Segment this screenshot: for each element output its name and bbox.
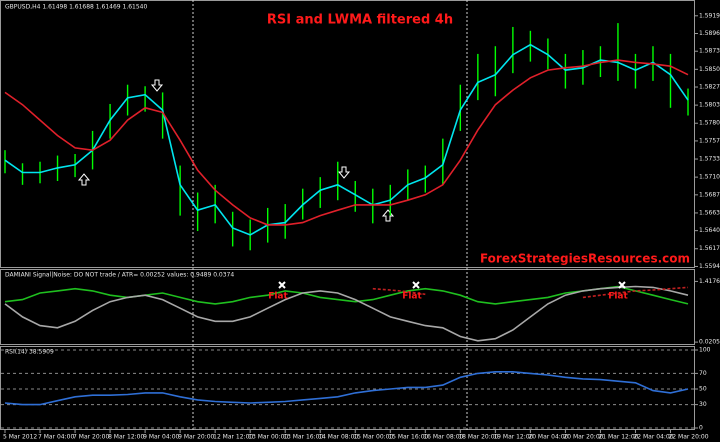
buy-arrow: [77, 173, 91, 186]
y-tick-label: 1.58965: [699, 30, 720, 37]
signal-arrows: [77, 79, 395, 222]
y-tick-label: 1.57335: [699, 156, 720, 163]
watermark: ForexStrategiesResources.com: [480, 252, 690, 266]
x-tick-label: 15 Mar 16:00: [388, 434, 428, 441]
symbol-header: GBPUSD,H4 1.61498 1.61688 1.61469 1.6154…: [5, 4, 147, 11]
y-tick-label: 1.57570: [699, 137, 720, 144]
x-tick-label: 20 Mar 04:00: [528, 434, 568, 441]
x-tick-label: 22 Mar 20:00: [668, 434, 708, 441]
y-tick-label: 1.57800: [699, 120, 720, 127]
rsi-header: RSI(14) 38.5909: [5, 349, 54, 356]
flat-label: Flat: [608, 292, 628, 302]
y-tick-label: 0.0205: [699, 339, 720, 346]
flat-marker: [278, 281, 286, 289]
y-tick-label: 70: [699, 370, 707, 377]
flat-marker: [412, 281, 420, 289]
y-tick-label: 1.56870: [699, 191, 720, 198]
x-tick-label: 15 Mar 00:00: [353, 434, 393, 441]
price-panel: [0, 0, 695, 268]
y-tick-label: 1.57100: [699, 174, 720, 181]
y-tick-label: 1.56405: [699, 227, 720, 234]
sell-arrow: [337, 166, 351, 179]
indicator-line: [4, 371, 689, 406]
x-tick-label: 21 Mar 12:00: [598, 434, 638, 441]
x-tick-label: 14 Mar 08:00: [318, 434, 358, 441]
indicator-line: [4, 59, 689, 226]
sell-arrow: [150, 79, 164, 92]
x-tick-label: 7 Mar 20:00: [73, 434, 109, 441]
x-tick-label: 13 Mar 00:00: [248, 434, 288, 441]
x-tick-label: 20 Mar 20:00: [563, 434, 603, 441]
x-tick-label: 18 Mar 20:00: [458, 434, 498, 441]
y-tick-label: 1.58035: [699, 102, 720, 109]
flat-marker: [618, 281, 626, 289]
y-tick-label: 1.59195: [699, 12, 720, 19]
indicator-line: [4, 285, 689, 342]
flat-label: Flat: [402, 292, 422, 302]
x-tick-label: 5 Mar 2012: [3, 434, 37, 441]
indicator-line: [4, 285, 689, 305]
y-tick-label: 1.55940: [699, 263, 720, 270]
indicator-line: [4, 43, 689, 236]
y-tick-label: 1.58500: [699, 66, 720, 73]
rsi-panel: [0, 346, 695, 430]
indicator-line: [372, 286, 689, 299]
x-tick-label: 8 Mar 12:00: [108, 434, 144, 441]
y-tick-label: 100: [699, 347, 711, 354]
flat-label: Flat: [268, 292, 288, 302]
x-tick-label: 16 Mar 08:00: [423, 434, 463, 441]
y-tick-label: 1.56170: [699, 245, 720, 252]
y-tick-label: 1.58735: [699, 48, 720, 55]
y-tick-label: 1.56635: [699, 209, 720, 216]
damiani-header: DAMIANI Signal|Noise: DO NOT trade / ATR…: [5, 272, 234, 279]
chart-title: RSI and LWMA filtered 4h: [267, 13, 453, 28]
x-tick-label: 22 Mar 04:00: [633, 434, 673, 441]
damiani-panel: [0, 269, 695, 345]
y-tick-label: 30: [699, 401, 707, 408]
x-tick-label: 19 Mar 12:00: [493, 434, 533, 441]
x-tick-label: 9 Mar 20:00: [178, 434, 214, 441]
x-tick-label: 9 Mar 04:00: [143, 434, 179, 441]
x-tick-label: 12 Mar 12:00: [213, 434, 253, 441]
y-tick-label: 1.58270: [699, 84, 720, 91]
x-tick-label: 7 Mar 04:00: [38, 434, 74, 441]
y-tick-label: 50: [699, 386, 707, 393]
y-tick-label: 1.4176: [699, 278, 720, 285]
y-tick-label: 0: [699, 425, 703, 432]
x-tick-label: 13 Mar 16:00: [283, 434, 323, 441]
